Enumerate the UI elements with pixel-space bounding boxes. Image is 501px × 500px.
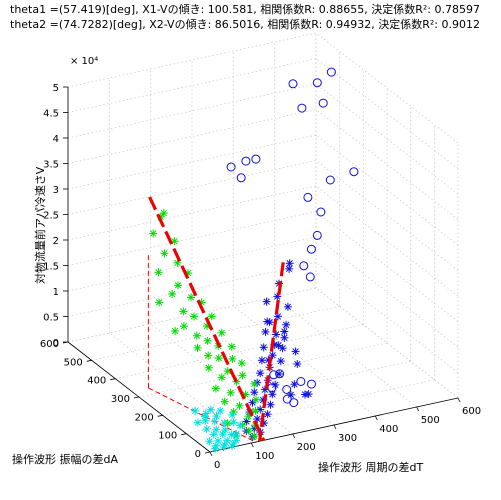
star-point-series-2 xyxy=(218,329,226,337)
y-tick-label: 200 xyxy=(135,412,154,423)
star-point-series-1 xyxy=(290,380,298,388)
star-point-series-2 xyxy=(179,307,187,315)
star-point-series-3 xyxy=(219,430,227,438)
star-point-series-3 xyxy=(203,425,211,433)
x-tick-label: 100 xyxy=(255,451,274,462)
z-tick-label: 4.5 xyxy=(43,109,59,120)
x-tick-label: 300 xyxy=(338,433,357,444)
z-tick-label: 2.5 xyxy=(43,211,59,222)
star-point-series-2 xyxy=(250,380,258,388)
y-axis-label: 操作波形 振幅の差dA xyxy=(12,452,118,466)
star-point-series-2 xyxy=(180,322,188,330)
star-point-series-3 xyxy=(211,417,219,425)
z-tick-label: 2 xyxy=(53,236,59,247)
title-line-2: theta2 =(74.7282)[deg], X2-Vの傾き: 86.5016… xyxy=(10,17,480,31)
y-tick-label: 500 xyxy=(64,357,83,368)
star-point-series-3 xyxy=(216,407,224,415)
x-axis-label: 操作波形 周期の差dT xyxy=(318,460,423,474)
star-point-series-1 xyxy=(256,369,264,377)
star-point-series-1 xyxy=(260,343,268,351)
star-point-series-1 xyxy=(305,390,313,398)
star-point-series-2 xyxy=(236,402,244,410)
star-point-series-2 xyxy=(212,385,220,393)
star-point-series-3 xyxy=(191,407,199,415)
star-point-series-1 xyxy=(282,321,290,329)
z-exponent-label: × 10⁴ xyxy=(70,56,98,67)
star-point-series-1 xyxy=(287,391,295,399)
star-point-series-2 xyxy=(155,298,163,306)
star-point-series-1 xyxy=(250,388,258,396)
star-point-series-3 xyxy=(207,406,215,414)
z-tick-label: 1 xyxy=(53,287,59,298)
star-point-series-3 xyxy=(236,422,244,430)
star-point-series-2 xyxy=(194,344,202,352)
star-point-series-3 xyxy=(220,419,228,427)
z-tick-label: 3 xyxy=(53,185,59,196)
x-tick-label: 200 xyxy=(297,442,316,453)
star-point-series-2 xyxy=(221,398,229,406)
star-point-series-3 xyxy=(232,430,240,438)
z-tick-label: 1.5 xyxy=(43,262,59,273)
star-point-series-2 xyxy=(215,354,223,362)
star-point-series-1 xyxy=(263,298,271,306)
y-tick-label: 100 xyxy=(158,431,177,442)
star-point-series-3 xyxy=(210,430,218,438)
star-point-series-2 xyxy=(160,249,168,257)
star-point-series-2 xyxy=(227,389,235,397)
star-point-series-3 xyxy=(201,412,209,420)
star-point-series-2 xyxy=(204,352,212,360)
star-point-series-1 xyxy=(271,381,279,389)
star-point-series-1 xyxy=(268,390,276,398)
star-point-series-1 xyxy=(262,328,270,336)
x-tick-label: 600 xyxy=(462,406,481,417)
star-point-series-2 xyxy=(238,359,246,367)
star-point-series-1 xyxy=(293,360,301,368)
star-point-series-1 xyxy=(266,318,274,326)
z-tick-label: 0 xyxy=(53,338,59,349)
y-tick-label: 300 xyxy=(111,394,130,405)
star-point-series-2 xyxy=(190,313,198,321)
x-tick-label: 400 xyxy=(379,424,398,435)
star-point-series-1 xyxy=(292,347,300,355)
star-point-series-3 xyxy=(194,419,202,427)
star-point-series-2 xyxy=(155,268,163,276)
title-line-1: theta1 =(57.419)[deg], X1-Vの傾き: 100.581,… xyxy=(10,2,480,16)
star-point-series-1 xyxy=(267,401,275,409)
y-tick-label: 0 xyxy=(195,449,201,460)
star-point-series-2 xyxy=(252,396,260,404)
z-tick-label: 4 xyxy=(53,134,59,145)
star-point-series-2 xyxy=(149,230,157,238)
star-point-series-1 xyxy=(284,303,292,311)
star-point-series-2 xyxy=(174,281,182,289)
star-point-series-2 xyxy=(205,364,213,372)
star-point-series-3 xyxy=(211,445,219,453)
x-tick-label: 0 xyxy=(214,460,220,471)
star-point-series-2 xyxy=(250,432,258,440)
star-point-series-2 xyxy=(208,312,216,320)
star-point-series-1 xyxy=(275,370,283,378)
star-point-series-1 xyxy=(280,328,288,336)
y-tick-label: 400 xyxy=(87,376,106,387)
z-tick-label: 3.5 xyxy=(43,160,59,171)
star-point-series-3 xyxy=(220,443,228,451)
star-point-series-3 xyxy=(228,442,236,450)
z-tick-label: 5 xyxy=(53,83,59,94)
star-point-series-1 xyxy=(285,265,293,273)
z-tick-label: 0.5 xyxy=(43,313,59,324)
star-point-series-1 xyxy=(264,410,272,418)
star-point-series-1 xyxy=(274,341,282,349)
star-point-series-2 xyxy=(228,343,236,351)
x-tick-label: 500 xyxy=(421,415,440,426)
star-point-series-2 xyxy=(238,371,246,379)
star-point-series-1 xyxy=(277,357,285,365)
star-point-series-2 xyxy=(218,373,226,381)
